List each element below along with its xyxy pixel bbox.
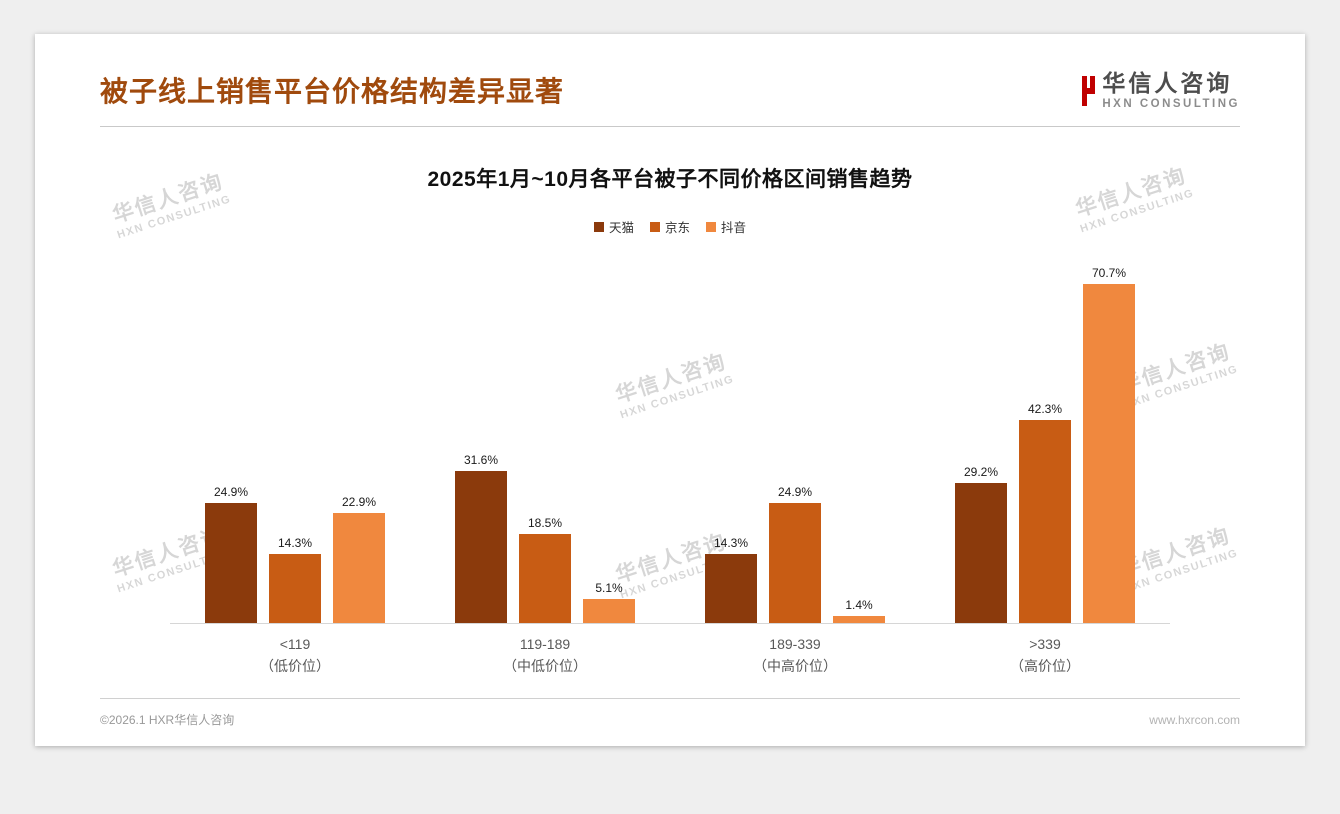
bar-value-label: 1.4% xyxy=(845,598,873,612)
bar-wrap: 14.3% xyxy=(269,536,321,623)
bar-group: 24.9% 14.3% 22.9% xyxy=(170,485,420,623)
bar xyxy=(455,471,507,623)
bar-wrap: 24.9% xyxy=(205,485,257,623)
bar-value-label: 24.9% xyxy=(777,485,813,499)
bar-value-label: 5.1% xyxy=(595,581,623,595)
bar xyxy=(205,503,257,623)
plot-area: 24.9% 14.3% 22.9% 31.6% 18.5% 5.1% 14.3% 24.9% 1… xyxy=(170,264,1170,624)
bar-group: 31.6% 18.5% 5.1% xyxy=(420,453,670,623)
chart-title: 2025年1月~10月各平台被子不同价格区间销售趋势 xyxy=(427,168,913,191)
bar xyxy=(519,534,571,623)
chart-legend: 天猫 京东 抖音 xyxy=(35,217,1305,236)
category-label: <119 （低价位） xyxy=(260,636,330,674)
bar xyxy=(705,554,757,623)
chart: 2025年1月~10月各平台被子不同价格区间销售趋势 天猫 京东 抖音 24.9% 1… xyxy=(35,163,1305,677)
bar-wrap: 42.3% xyxy=(1019,402,1071,623)
logo-subtitle: HXN CONSULTING xyxy=(1102,98,1240,110)
category-axis: <119 （低价位） 119-189 （中低价位） 189-339 （中高价位） >339 （… xyxy=(170,624,1170,677)
bar-wrap: 29.2% xyxy=(955,465,1007,623)
bar xyxy=(1019,420,1071,623)
logo-texts: 华信人咨询 HXN CONSULTING xyxy=(1102,69,1240,110)
bar-group: 29.2% 42.3% 70.7% xyxy=(920,266,1170,623)
bar-value-label: 42.3% xyxy=(1027,402,1063,416)
legend-item: 抖音 xyxy=(706,217,746,236)
logo-icon xyxy=(1082,75,1096,106)
bar-value-label: 31.6% xyxy=(463,453,499,467)
bar-wrap: 22.9% xyxy=(333,495,385,623)
bar-value-label: 70.7% xyxy=(1091,266,1127,280)
legend-label: 京东 xyxy=(664,221,690,235)
footer-copyright: ©2026.1 HXR华信人咨询 xyxy=(100,713,235,727)
bar-value-label: 24.9% xyxy=(213,485,249,499)
header: 被子线上销售平台价格结构差异显著 华信人咨询 HXN CONSULTING xyxy=(100,34,1240,127)
bar-wrap: 5.1% xyxy=(583,581,635,623)
bar-wrap: 24.9% xyxy=(769,485,821,623)
legend-item: 京东 xyxy=(649,217,690,236)
bar-value-label: 14.3% xyxy=(713,536,749,550)
legend-swatch-icon xyxy=(706,221,716,232)
logo: 华信人咨询 HXN CONSULTING xyxy=(1080,69,1240,110)
category-label: >339 （高价位） xyxy=(1010,636,1080,674)
page-title: 被子线上销售平台价格结构差异显著 xyxy=(100,76,565,107)
bar-value-label: 14.3% xyxy=(277,536,313,550)
bar xyxy=(955,483,1007,623)
bar xyxy=(333,513,385,623)
bar-wrap: 18.5% xyxy=(519,516,571,623)
category-label: 189-339 （中高价位） xyxy=(753,636,837,674)
slide-card: 华信人咨询 HXN CONSULTING 华信人咨询 HXN CONSULTING 华信… xyxy=(35,34,1305,746)
bar-value-label: 18.5% xyxy=(527,516,563,530)
bar-value-label: 29.2% xyxy=(963,465,999,479)
footer: ©2026.1 HXR华信人咨询 www.hxrcon.com xyxy=(100,698,1240,728)
footer-url: www.hxrcon.com xyxy=(1149,712,1240,727)
legend-swatch-icon xyxy=(593,221,604,232)
bar xyxy=(769,503,821,623)
bar xyxy=(269,554,321,623)
legend-label: 天猫 xyxy=(608,221,634,235)
bar-wrap: 14.3% xyxy=(705,536,757,623)
category-label: 119-189 （中低价位） xyxy=(503,636,587,674)
legend-swatch-icon xyxy=(649,221,660,232)
bar-value-label: 22.9% xyxy=(341,495,377,509)
bar xyxy=(833,616,885,623)
bar-wrap: 70.7% xyxy=(1083,266,1135,623)
legend-item: 天猫 xyxy=(593,217,634,236)
bar-wrap: 1.4% xyxy=(833,598,885,623)
plot: 24.9% 14.3% 22.9% 31.6% 18.5% 5.1% 14.3% 24.9% 1… xyxy=(170,264,1170,677)
bar xyxy=(583,599,635,623)
logo-name: 华信人咨询 xyxy=(1102,69,1233,96)
legend-label: 抖音 xyxy=(721,221,747,235)
bar xyxy=(1083,284,1135,623)
bar-group: 14.3% 24.9% 1.4% xyxy=(670,485,920,623)
bar-wrap: 31.6% xyxy=(455,453,507,623)
